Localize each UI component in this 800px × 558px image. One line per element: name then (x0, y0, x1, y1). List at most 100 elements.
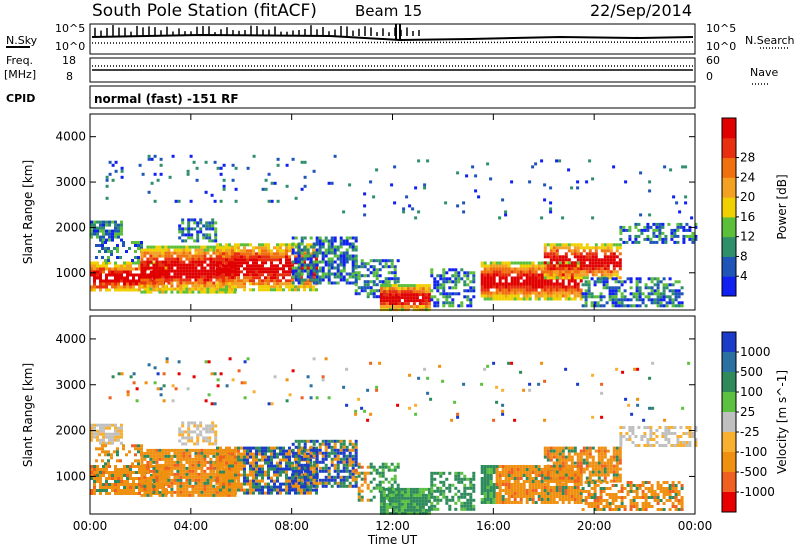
echo-cell (331, 267, 334, 270)
echo-cell (313, 470, 316, 473)
echo-cell (255, 489, 258, 492)
echo-cell (392, 488, 395, 491)
echo-cell (96, 221, 99, 224)
echo-cell (301, 243, 304, 246)
echo-cell (313, 449, 316, 452)
echo-cell (258, 249, 261, 252)
echo-cell (255, 483, 258, 486)
echo-cell (106, 185, 109, 188)
echo-cell (190, 200, 193, 203)
echo-cell (389, 302, 392, 305)
echo-cell (117, 489, 120, 492)
echo-cell (231, 276, 234, 279)
echo-cell (212, 258, 215, 261)
echo-cell (301, 282, 304, 285)
echo-cell (389, 296, 392, 299)
echo-cell (202, 236, 205, 239)
echo-cell (298, 473, 301, 476)
echo-cell (264, 261, 267, 264)
echo-cell (559, 246, 562, 249)
echo-cell (164, 291, 167, 294)
echo-cell (255, 273, 258, 276)
echo-cell (310, 485, 313, 488)
echo-cell (591, 292, 594, 295)
echo-cell (140, 464, 143, 467)
echo-cell (246, 279, 249, 282)
echo-cell (140, 255, 143, 258)
echo-cell (349, 470, 352, 473)
echo-cell (355, 452, 358, 455)
echo-cell (234, 282, 237, 285)
echo-cell (520, 265, 523, 268)
echo-cell (176, 452, 179, 455)
echo-cell (93, 471, 96, 474)
echo-cell (358, 271, 361, 274)
echo-cell (203, 291, 206, 294)
echo-cell (410, 296, 413, 299)
echo-cell (436, 304, 439, 307)
echo-cell (203, 458, 206, 461)
echo-cell (264, 246, 267, 249)
echo-cell (270, 489, 273, 492)
echo-cell (630, 292, 633, 295)
echo-cell (140, 282, 143, 285)
echo-cell (108, 280, 111, 283)
echo-cell (228, 456, 231, 459)
echo-cell (586, 252, 589, 255)
echo-cell (182, 455, 185, 458)
echo-cell (158, 491, 161, 494)
echo-cell (228, 450, 231, 453)
echo-cell (550, 270, 553, 273)
echo-cell (517, 280, 520, 283)
echo-cell (663, 283, 666, 286)
echo-cell (212, 461, 215, 464)
echo-cell (288, 492, 291, 495)
echo-cell (322, 440, 325, 443)
echo-cell (232, 164, 235, 167)
echo-cell (258, 480, 261, 483)
echo-cell (382, 265, 385, 268)
echo-cell (211, 427, 214, 430)
echo-cell (196, 236, 199, 239)
echo-cell (601, 261, 604, 264)
echo-cell (267, 477, 270, 480)
echo-cell (322, 461, 325, 464)
echo-cell (152, 282, 155, 285)
echo-cell (292, 237, 295, 240)
echo-cell (382, 280, 385, 283)
echo-cell (276, 471, 279, 474)
echo-cell (104, 453, 107, 456)
echo-cell (544, 289, 547, 292)
echo-cell (292, 261, 295, 264)
echo-cell (182, 464, 185, 467)
echo-cell (105, 436, 108, 439)
echo-cell (672, 292, 675, 295)
echo-cell (197, 452, 200, 455)
echo-cell (200, 452, 203, 455)
echo-cell (292, 273, 295, 276)
echo-cell (580, 264, 583, 267)
echo-cell (556, 265, 559, 268)
echo-cell (273, 288, 276, 291)
echo-cell (331, 282, 334, 285)
echo-cell (161, 485, 164, 488)
echo-cell (131, 462, 134, 465)
echo-cell (310, 455, 313, 458)
echo-cell (422, 299, 425, 302)
echo-cell (212, 267, 215, 270)
echo-cell (173, 258, 176, 261)
echo-cell (200, 485, 203, 488)
echo-cell (624, 298, 627, 301)
echo-cell (484, 280, 487, 283)
echo-cell (208, 224, 211, 227)
echo-cell (448, 301, 451, 304)
echo-cell (182, 452, 185, 455)
echo-cell (96, 262, 99, 265)
echo-cell (179, 282, 182, 285)
echo-cell (120, 492, 123, 495)
echo-cell (319, 443, 322, 446)
echo-cell (402, 210, 405, 213)
echo-cell (298, 458, 301, 461)
echo-cell (541, 265, 544, 268)
echo-cell (463, 280, 466, 283)
